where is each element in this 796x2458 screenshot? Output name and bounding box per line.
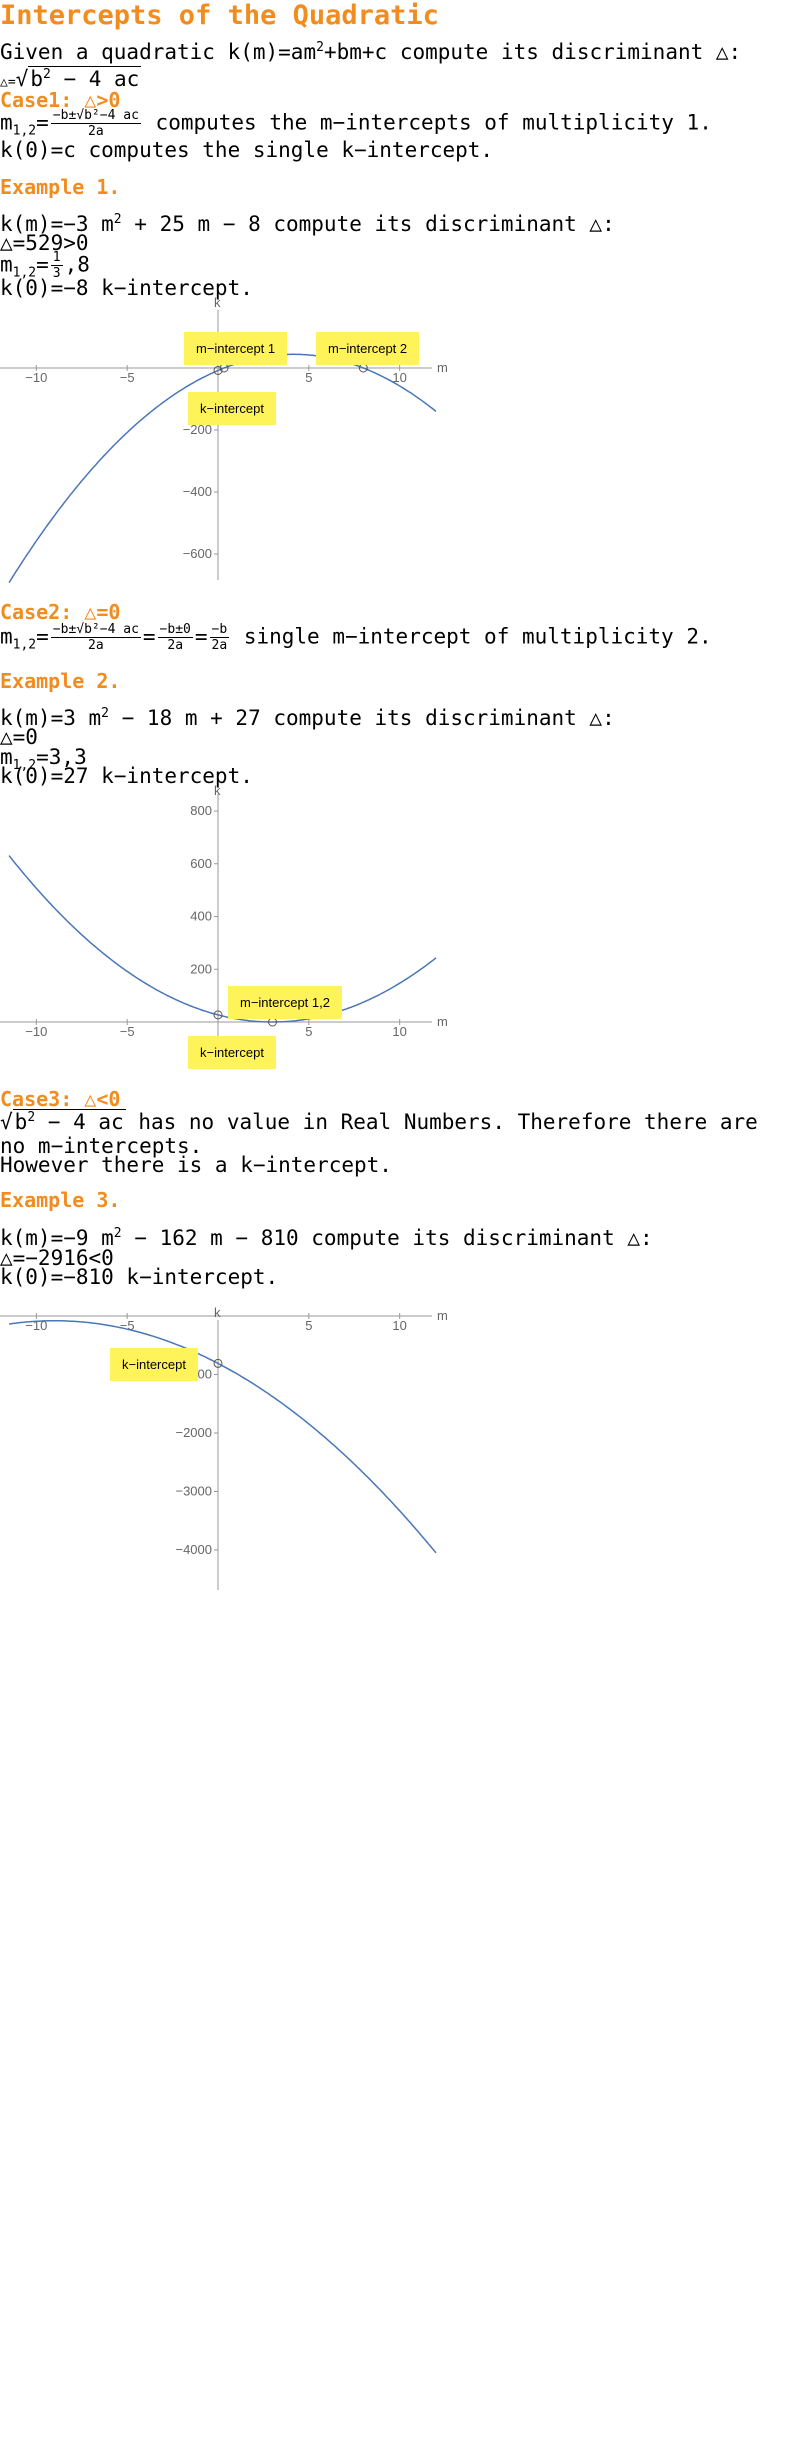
intercept-marker (213, 1010, 223, 1020)
case3-line1: √b2 − 4 ac has no value in Real Numbers.… (0, 1109, 758, 1134)
quadratic-curve (8, 855, 437, 1023)
example1-heading: Example 1. (0, 175, 121, 199)
x-tick-label: −10 (25, 370, 47, 385)
x-tick-label: 5 (305, 1024, 312, 1039)
plot-example1: m k −10 −5 5 10 −200 −400 −600 m−intercept 1 m−i… (0, 290, 700, 590)
x-axis-label: m (437, 360, 448, 375)
case1-text: computes the m−intercepts of multiplicit… (155, 110, 712, 135)
y-tick-label: −4000 (175, 1542, 212, 1557)
case2-text: single m−intercept of multiplicity 2. (243, 624, 712, 649)
x-tick-label: −5 (120, 370, 135, 385)
disc-lhs: △= (0, 75, 16, 90)
m-intercept12-label: m−intercept 1,2 (228, 986, 342, 1019)
x-tick-label: −10 (25, 1024, 47, 1039)
example3-line2: △=−2916<0 (0, 1246, 114, 1270)
compute-text: compute its discriminant △: (399, 40, 742, 64)
case1-heading: Case1: △>0 (0, 88, 121, 112)
case3-heading: Case3: △<0 (0, 1087, 121, 1111)
quadratic-curve (8, 353, 437, 583)
plot-example2: m k −10 −5 5 10 200 400 600 800 m−intercept 1,2 k… (0, 784, 700, 1074)
y-tick-label: −2000 (175, 1425, 212, 1440)
example3-heading: Example 3. (0, 1188, 121, 1212)
y-axis-label: k (214, 1305, 221, 1320)
example1-line4: k(0)=−8 k−intercept. (0, 276, 253, 300)
y-tick-label: −600 (183, 546, 212, 561)
intercept-marker (213, 1358, 223, 1368)
x-tick-label: 10 (392, 370, 406, 385)
x-tick-label: 5 (305, 370, 312, 385)
case1-formula-line: m1,2= −b±√b²−4 ac 2a computes the m−interc… (0, 108, 712, 139)
case3-line3: However there is a k−intercept. (0, 1153, 392, 1177)
y-tick-label: 400 (190, 909, 212, 924)
k-intercept-label-3: k−intercept (110, 1348, 198, 1381)
y-axis-label: k (214, 784, 221, 798)
case3-line2: no m−intercepts. (0, 1134, 203, 1158)
y-tick-label: 600 (190, 856, 212, 871)
sq-sup: 2 (316, 40, 324, 55)
discriminant-formula: △=√b2 − 4 ac (0, 66, 142, 91)
plot2-svg: m k −10 −5 5 10 200 400 600 800 (0, 784, 448, 1069)
x-tick-label: 10 (392, 1024, 406, 1039)
intercept-marker (213, 365, 223, 375)
example1-line3: m1,2= 1 3,8 (0, 250, 90, 281)
intro-line: Given a quadratic k(m)=am2+bm+c compute … (0, 40, 741, 64)
case2-heading: Case2: △=0 (0, 600, 121, 624)
x-axis-label: m (437, 1308, 448, 1323)
example2-line2: △=0 (0, 725, 38, 749)
func-text: k(m)=am (227, 40, 317, 64)
example3-line3: k(0)=−810 k−intercept. (0, 1265, 279, 1289)
example2-line1: k(m)=3 m2 − 18 m + 27 compute its discri… (0, 706, 615, 730)
example2-line4: k(0)=27 k−intercept. (0, 764, 253, 788)
given-text: Given a quadratic (0, 40, 215, 64)
plot1-svg: m k −10 −5 5 10 −200 −400 −600 (0, 295, 448, 583)
quadratic-curve (9, 1319, 437, 1554)
example1-line1: k(m)=−3 m2 + 25 m − 8 compute its discri… (0, 212, 615, 236)
sqrt-icon-2: √ (0, 1110, 13, 1134)
k-intercept-label: k−intercept (188, 392, 276, 425)
y-tick-label: 200 (190, 961, 212, 976)
x-tick-label: 5 (305, 1318, 312, 1333)
m-intercept1-label: m−intercept 1 (184, 332, 288, 365)
y-tick-label: −400 (183, 484, 212, 499)
k-intercept-label-2: k−intercept (188, 1036, 276, 1069)
example2-heading: Example 2. (0, 669, 121, 693)
example2-line3: m1,2=3,3 (0, 745, 87, 774)
x-axis-label: m (437, 1014, 448, 1029)
example3-line1: k(m)=−9 m2 − 162 m − 810 compute its dis… (0, 1226, 653, 1250)
y-axis-label: k (214, 295, 221, 310)
y-tick-label: −3000 (175, 1484, 212, 1499)
quadratic-formula: −b±√b²−4 ac 2a (50, 108, 141, 139)
disc-radicand: b2 − 4 ac (28, 66, 142, 91)
page-title: Intercepts of the Quadratic (0, 0, 439, 31)
x-tick-label: 10 (392, 1318, 406, 1333)
x-tick-label: −5 (120, 1024, 135, 1039)
sqrt-icon: √ (15, 67, 29, 91)
y-tick-label: 800 (190, 803, 212, 818)
func-rest: +bm+c (323, 40, 388, 64)
case2-formula-line: m1,2= −b±√b²−4 ac 2a = −b±0 2a = −b 2a single m−… (0, 622, 712, 653)
m-intercept2-label: m−intercept 2 (316, 332, 420, 365)
y-tick-label: −200 (183, 422, 212, 437)
example1-line2: △=529>0 (0, 231, 89, 255)
case1-line2: k(0)=c computes the single k−intercept. (0, 138, 494, 162)
